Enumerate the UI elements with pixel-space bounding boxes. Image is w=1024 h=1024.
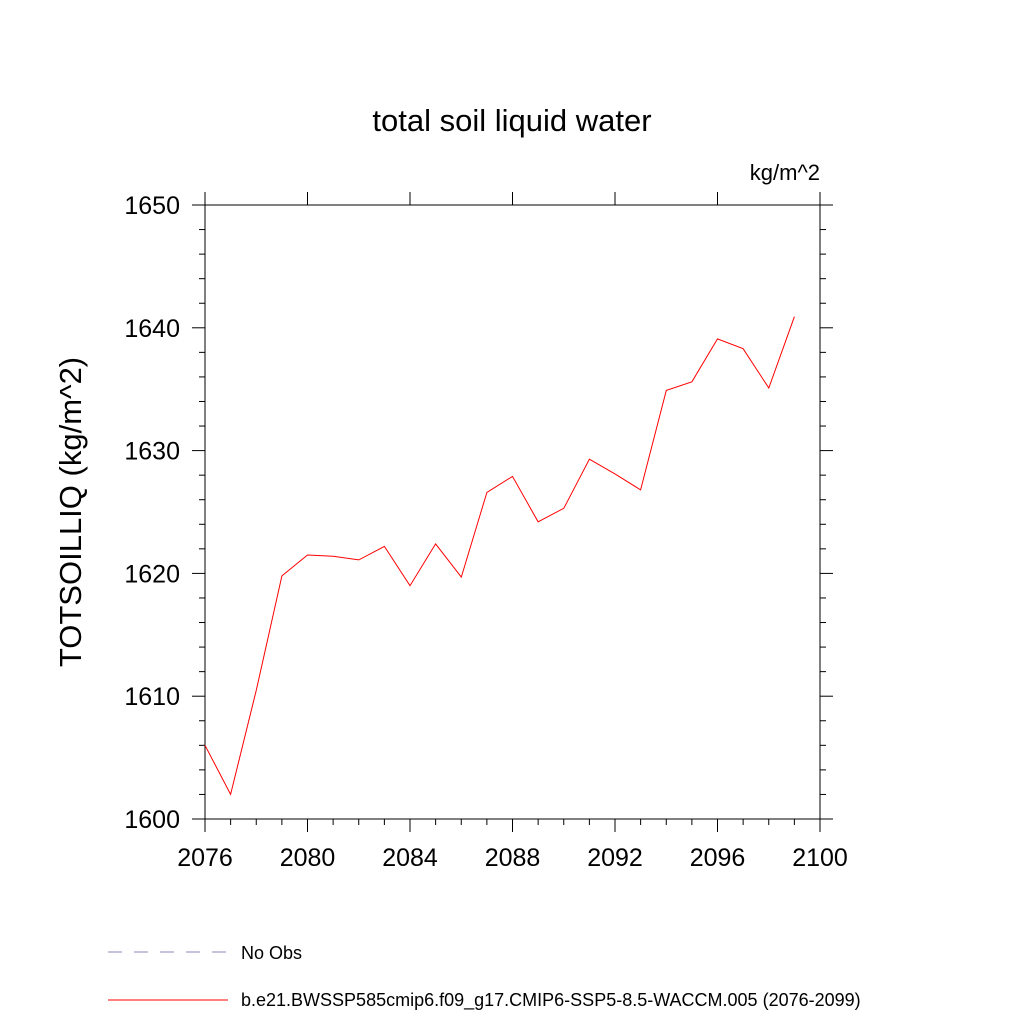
legend: No Obs b.e21.BWSSP585cmip6.f09_g17.CMIP6… (108, 943, 861, 1011)
y-tick-label: 1630 (124, 438, 180, 466)
x-tick-label: 2084 (382, 844, 438, 872)
x-tick-label: 2096 (690, 844, 746, 872)
x-tick-label: 2100 (792, 844, 848, 872)
y-tick-label: 1640 (124, 315, 180, 343)
plot-frame (204, 204, 821, 820)
y-axis-tick-labels: 1600 1610 1620 1630 1640 1650 (124, 192, 180, 834)
y-tick-label: 1600 (124, 806, 180, 834)
legend-label-model-run: b.e21.BWSSP585cmip6.f09_g17.CMIP6-SSP5-8… (241, 990, 861, 1011)
y-axis-label: TOTSOILLIQ (kg/m^2) (53, 357, 88, 667)
units-label: kg/m^2 (750, 160, 820, 185)
x-axis-tick-labels: 2076 2080 2084 2088 2092 2096 2100 (177, 844, 848, 872)
x-tick-label: 2080 (280, 844, 336, 872)
x-tick-label: 2092 (587, 844, 643, 872)
series-layer (204, 316, 795, 796)
series-line (204, 316, 795, 796)
y-tick-label: 1650 (124, 192, 180, 220)
axis-ticks (192, 192, 833, 832)
x-tick-label: 2076 (177, 844, 233, 872)
legend-label-no-obs: No Obs (241, 943, 302, 963)
chart-title: total soil liquid water (372, 103, 651, 138)
x-tick-label: 2088 (485, 844, 541, 872)
y-tick-label: 1610 (124, 683, 180, 711)
y-tick-label: 1620 (124, 560, 180, 588)
